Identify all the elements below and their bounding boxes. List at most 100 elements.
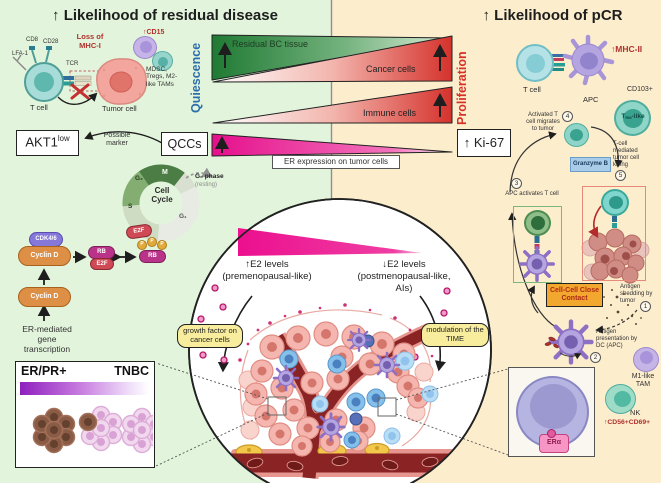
p-label-1: P (140, 241, 144, 248)
step-2-label: Antigen presentation by DC (APC) (596, 329, 638, 349)
era-label: ERα (546, 439, 562, 447)
modulation-note: modulation of the TIME (421, 323, 489, 347)
e2-down-line3: AIs) (395, 283, 413, 294)
er-expression-box: ER expression on tumor cells (272, 155, 400, 169)
tumor-scene (231, 303, 469, 479)
right-panel-title: ↑ Likelihood of pCR (482, 7, 623, 24)
e2f-free-label: E2F (133, 227, 145, 235)
cell-contact-box: Cell-Cell Close Contact (546, 283, 603, 307)
step-3-label: APC activates T cell (505, 191, 559, 197)
right-t-cell-label: T cell (523, 85, 541, 94)
left-t-cell-label: T cell (30, 103, 48, 112)
loss-mhc1-label: Loss of MHC-I (76, 32, 104, 50)
cell-cycle-donut (122, 164, 200, 242)
e2-down-line1: ↓E2 levels (382, 259, 426, 270)
tcell-receptor-stubs (12, 46, 52, 71)
blocked-killing-x-icon (70, 83, 90, 100)
shed-antigen-speckles (603, 289, 642, 325)
trm-cell-nucleus (623, 109, 643, 128)
cd28-label: CD28 (43, 39, 59, 45)
cyclin-d-pill-2: Cyclin D (18, 287, 71, 307)
trm-base: T (621, 113, 626, 120)
right-t-cell-body (516, 44, 554, 82)
cd15-label: ↑CD15 (143, 29, 165, 36)
mhc2-label: ↑MHC-II (611, 44, 643, 54)
e2-gradient-triangle (238, 228, 422, 256)
era-receptor-dot (547, 429, 556, 438)
granzyme-box: Granzyme B (570, 157, 611, 172)
cyclin-d-label-2: Cyclin D (30, 292, 59, 300)
qccs-box: QCCs (161, 132, 208, 156)
nk-cell-nucleus (614, 391, 631, 407)
tumor-cell-illustration (96, 58, 147, 105)
phase-g0-note: (resting) (195, 182, 218, 188)
e2f-bound-pill: E2F (90, 258, 114, 270)
modulation-label: modulation of the TIME (426, 325, 484, 343)
akt1-label: AKT1 (25, 134, 58, 150)
step-2-number: 2 (590, 352, 601, 363)
phospho-p1: P (137, 240, 147, 250)
m1-tam-label: M1-like TAM (631, 373, 655, 389)
suppressor-cells-label: MDSC, Tregs, M2-like TAMs (146, 66, 178, 88)
er-transcription-caption: ER-mediated gene transcription (22, 324, 72, 354)
cancer-cells-label: Cancer cells (366, 64, 416, 74)
tcell-apc-synapse (549, 54, 565, 71)
tumor-cell-label: Tumor cell (102, 104, 137, 113)
nk-label: NK (630, 408, 641, 417)
proliferation-axis-label: Proliferation (455, 51, 469, 125)
subtype-inset-box: ER/PR+ TNBC (15, 361, 155, 468)
step-4-label: Activated T cell migrates to tumor (526, 112, 560, 132)
killer-t-cell-nucleus (609, 196, 623, 209)
growth-factor-label: growth factor on cancer cells (183, 326, 237, 344)
e2-down-line2: (postmenopausal-like, (357, 271, 451, 282)
cyclin-d-pill-1: Cyclin D (18, 246, 71, 266)
activated-t-cell-nucleus (570, 129, 583, 141)
trm-cell-label: TRM-like (612, 113, 654, 120)
p-label-2: P (150, 238, 154, 245)
rb-label-2: RB (148, 253, 157, 260)
cyclin-d-label-1: Cyclin D (30, 251, 59, 259)
akt1-low-box: AKT1low (16, 130, 79, 156)
left-t-cell-nucleus (34, 72, 54, 92)
step-1-number: 1 (640, 301, 651, 312)
residual-bc-tissue-label: Residual BC tissue (232, 39, 309, 49)
trm-suffix: -like (631, 113, 645, 120)
era-inset-box: ERα (508, 367, 595, 457)
e2-up-line2: (premenopausal-like) (222, 271, 312, 282)
growth-factor-note: growth factor on cancer cells (177, 324, 243, 348)
ki67-label: ↑ Ki-67 (463, 134, 505, 150)
phase-s-label: S (128, 203, 133, 210)
era-cell-nucleus (530, 384, 577, 429)
cdk46-pill: CDK4/6 (29, 232, 63, 247)
killed-tumor-cluster (581, 228, 650, 284)
right-t-cell-nucleus (526, 54, 545, 73)
ki67-box: ↑ Ki-67 (457, 129, 511, 157)
cd56-cd69-label: ↑CD56+CD69+ (604, 419, 651, 426)
mdsc-cell-nucleus (140, 41, 152, 53)
left-panel-title: ↑ Likelihood of residual disease (52, 7, 278, 24)
erpr-label: ER/PR+ (21, 364, 67, 378)
akt1-superscript: low (57, 134, 70, 144)
possible-marker-label: Possible marker (103, 132, 131, 148)
qccs-label: QCCs (167, 136, 202, 151)
tcr-label: TCR (66, 61, 79, 67)
step-3-number: 3 (511, 178, 522, 189)
e2f-bound-label: E2F (96, 260, 108, 267)
lfa1-label: LFA-1 (12, 51, 29, 57)
e2-up-line1: ↑E2 levels (245, 259, 289, 270)
treg-cell-nucleus (158, 57, 168, 67)
m1-tam-nucleus (640, 351, 653, 364)
cell-cycle-title: Cell Cycle (151, 186, 173, 205)
trm-subscript: RM (625, 114, 632, 120)
step-5-number: 5 (615, 170, 626, 181)
step-5-label: T-cell mediated tumor cell killing (613, 141, 640, 168)
quiescence-axis-label: Quiescence (189, 42, 203, 114)
possible-marker-arrow (84, 131, 163, 144)
phase-m-label: M (162, 169, 168, 176)
er-expression-label: ER expression on tumor cells (283, 157, 389, 167)
p-label-3: P (160, 241, 164, 248)
cdk46-label: CDK4/6 (35, 236, 57, 243)
cell-contact-label: Cell-Cell Close Contact (549, 286, 599, 302)
step-1-label: Antigen shedding by tumor (620, 284, 653, 304)
subtype-cell-clusters (32, 405, 153, 454)
